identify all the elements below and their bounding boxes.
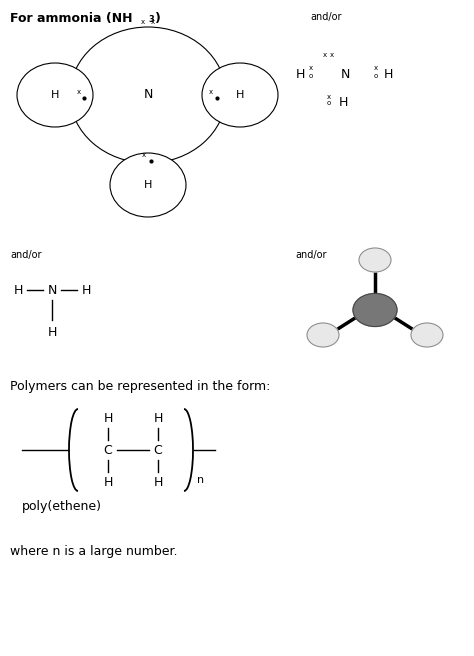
Ellipse shape — [307, 323, 339, 347]
Text: x: x — [323, 52, 327, 58]
Text: C: C — [154, 443, 163, 457]
Text: H: H — [153, 411, 163, 424]
Text: 3: 3 — [148, 15, 154, 24]
Text: C: C — [104, 443, 112, 457]
Text: o: o — [309, 73, 313, 79]
Text: H: H — [103, 411, 113, 424]
Text: H: H — [47, 325, 57, 338]
Text: o: o — [327, 100, 331, 106]
Text: H: H — [236, 90, 244, 100]
Ellipse shape — [359, 248, 391, 272]
Text: where n is a large number.: where n is a large number. — [10, 545, 177, 558]
Ellipse shape — [353, 293, 397, 327]
Text: and/or: and/or — [310, 12, 341, 22]
Text: x: x — [141, 19, 145, 25]
Text: H: H — [144, 180, 152, 190]
Text: poly(ethene): poly(ethene) — [22, 500, 102, 513]
Text: H: H — [153, 476, 163, 489]
Text: ): ) — [155, 12, 161, 25]
Text: x: x — [327, 94, 331, 100]
Ellipse shape — [110, 153, 186, 217]
Text: H: H — [13, 283, 23, 297]
Text: x: x — [151, 19, 155, 25]
Ellipse shape — [70, 27, 226, 163]
Text: n: n — [197, 475, 204, 485]
Text: N: N — [340, 68, 350, 81]
Ellipse shape — [17, 63, 93, 127]
Text: x: x — [374, 65, 378, 71]
Ellipse shape — [411, 323, 443, 347]
Text: and/or: and/or — [10, 250, 42, 260]
Text: H: H — [82, 283, 91, 297]
Text: o: o — [374, 73, 378, 79]
Text: x: x — [76, 89, 81, 95]
Text: x: x — [142, 152, 146, 158]
Text: H: H — [383, 68, 392, 81]
Text: N: N — [143, 89, 153, 102]
Text: H: H — [51, 90, 59, 100]
Text: H: H — [338, 96, 348, 110]
Text: N: N — [47, 283, 57, 297]
Text: H: H — [295, 68, 305, 81]
Text: and/or: and/or — [295, 250, 327, 260]
Text: x: x — [209, 89, 213, 95]
Ellipse shape — [202, 63, 278, 127]
Text: H: H — [103, 476, 113, 489]
Text: For ammonia (NH: For ammonia (NH — [10, 12, 133, 25]
Text: Polymers can be represented in the form:: Polymers can be represented in the form: — [10, 380, 270, 393]
Text: x: x — [309, 65, 313, 71]
Text: x: x — [330, 52, 334, 58]
